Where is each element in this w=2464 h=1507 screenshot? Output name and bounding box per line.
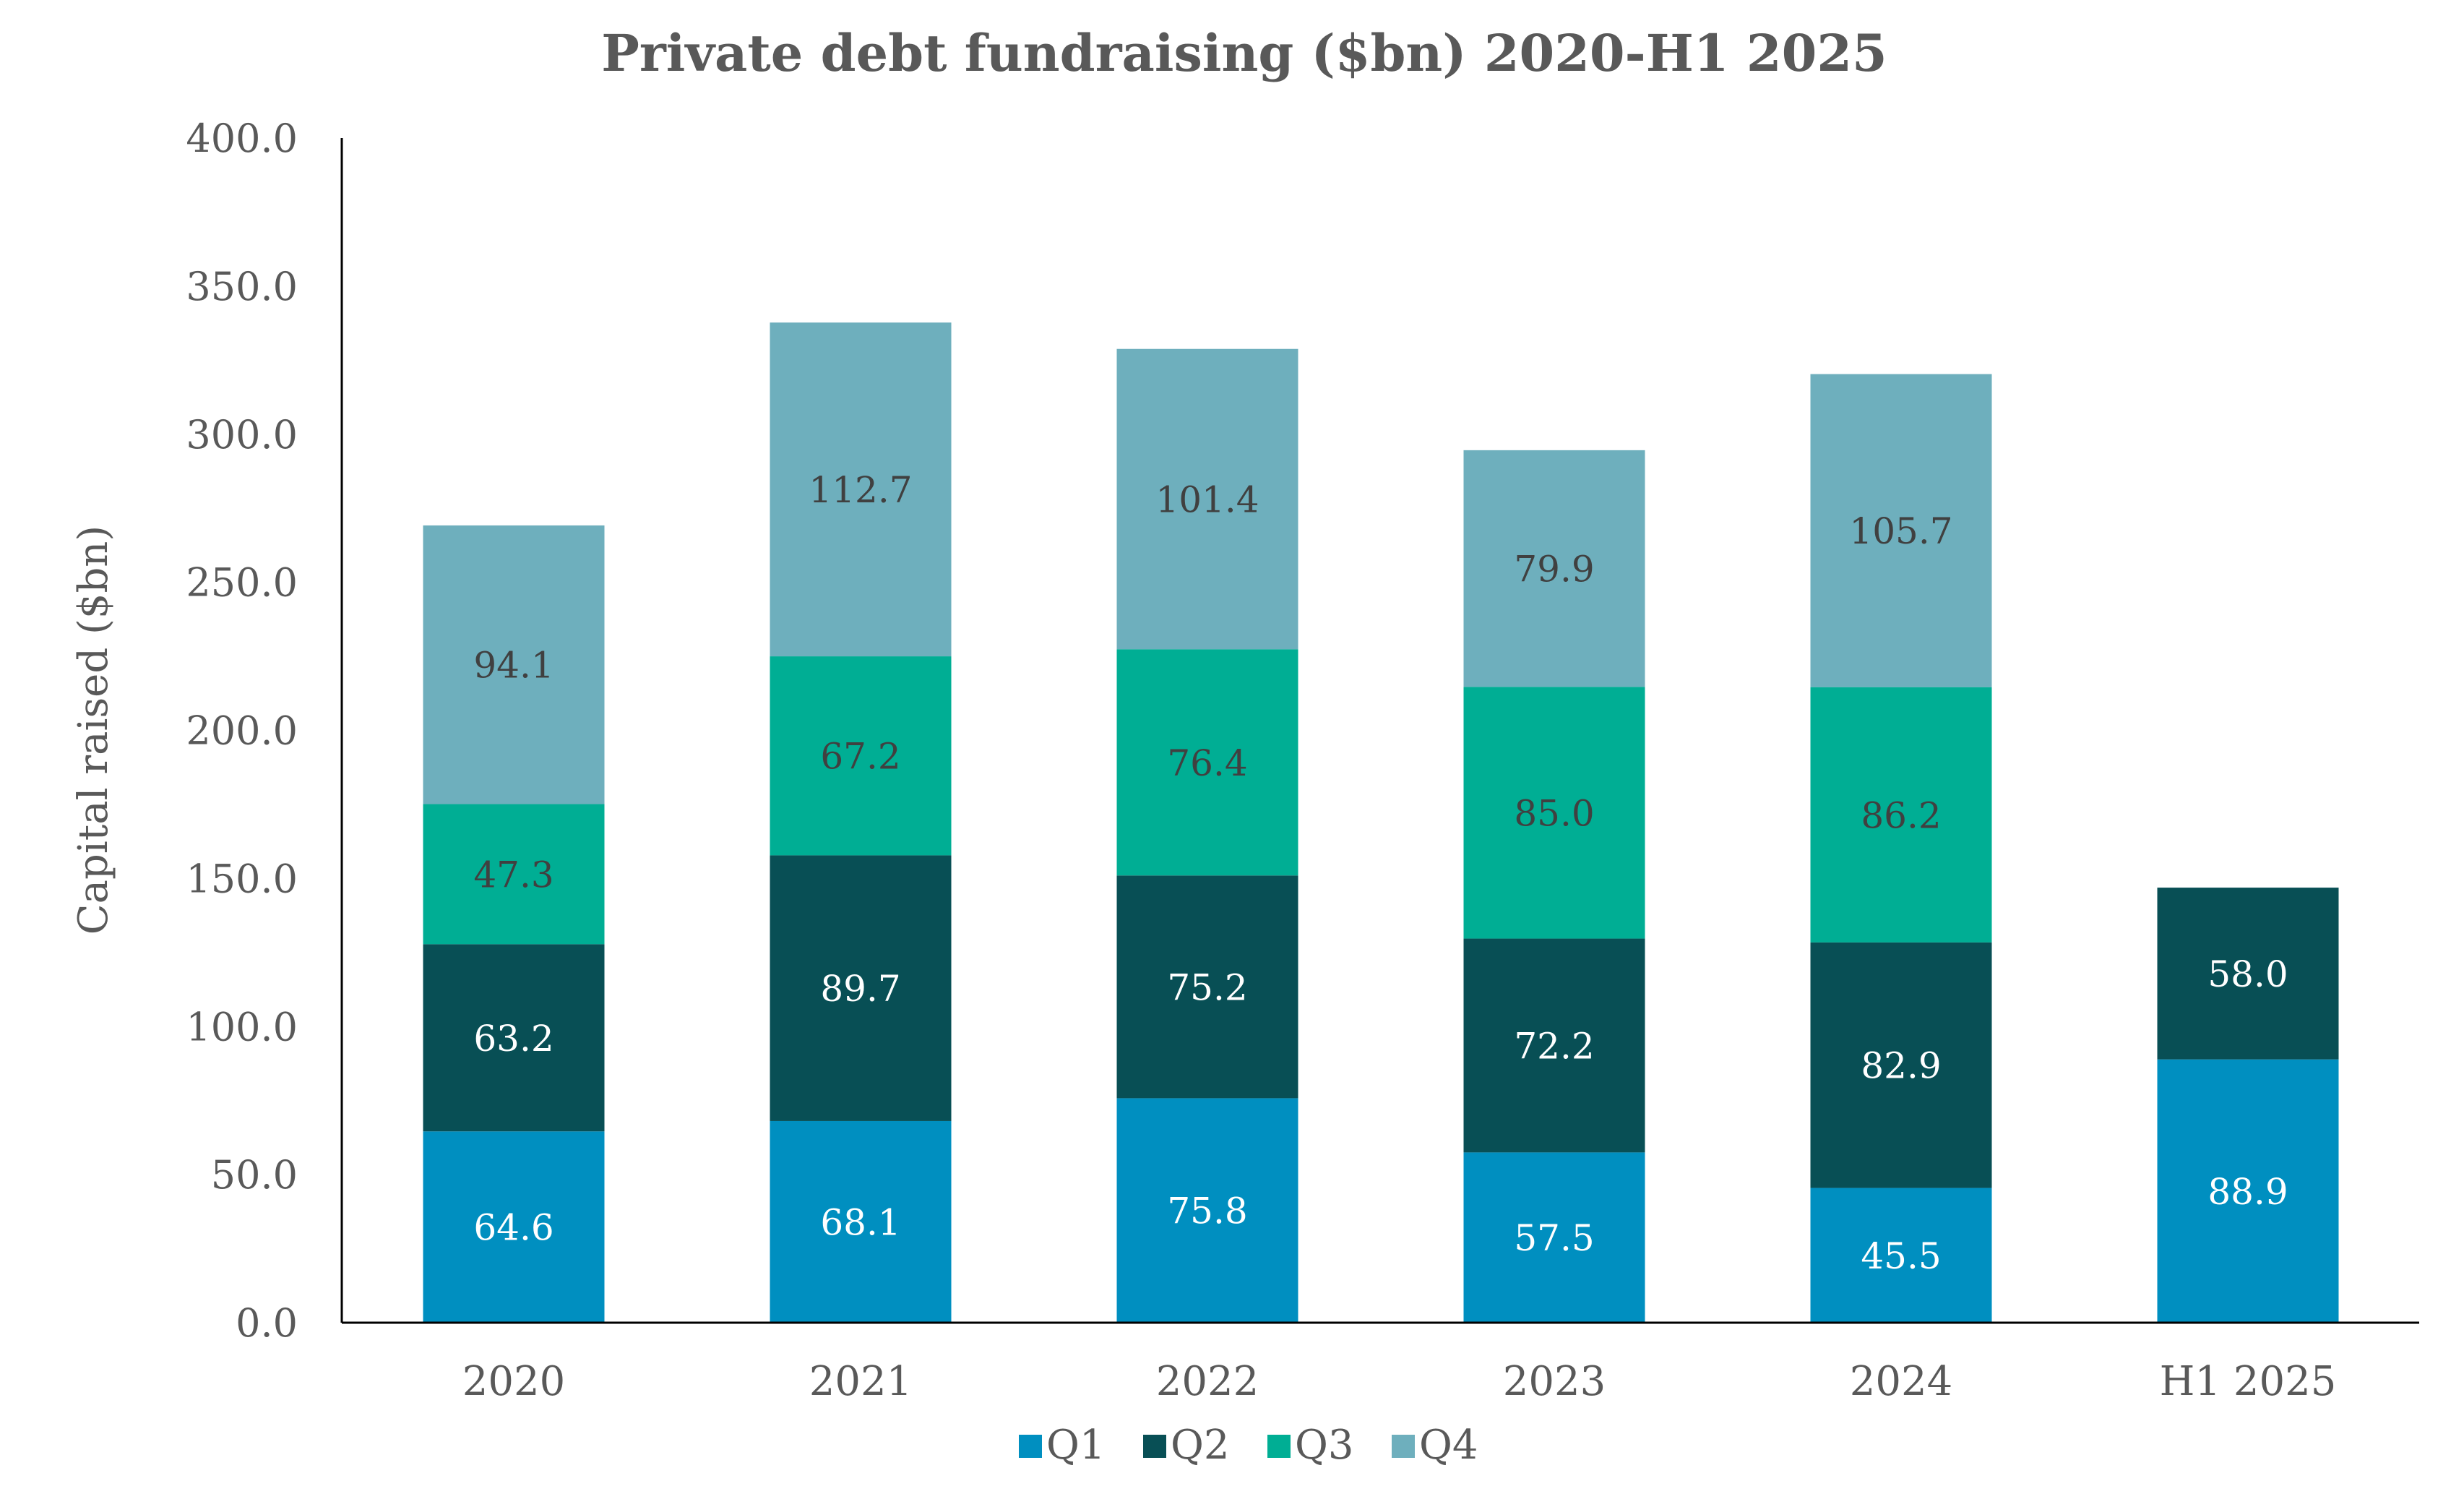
bar-q2 (1810, 942, 1992, 1188)
y-axis-label: Capital raised ($bn) (70, 525, 117, 935)
y-tick-label: 0.0 (236, 1300, 298, 1346)
data-label: 64.6 (473, 1207, 553, 1249)
y-tick-label: 200.0 (186, 708, 298, 754)
legend: Q1 Q2 Q3 Q4 (1019, 1422, 1478, 1469)
data-label: 79.9 (1514, 549, 1594, 591)
bar-q4 (770, 322, 952, 657)
legend-swatch-q2 (1143, 1435, 1166, 1458)
y-tick-label: 150.0 (186, 856, 298, 901)
y-tick-label: 100.0 (186, 1004, 298, 1049)
x-tick-label: 2023 (1503, 1358, 1606, 1405)
x-axis-ticks: 2020 2021 2022 2023 2024 H1 2025 (462, 1358, 2337, 1405)
bar-q3 (1810, 687, 1992, 943)
legend-label: Q3 (1295, 1422, 1354, 1469)
data-label: 105.7 (1849, 510, 1952, 552)
bar-q4 (1463, 450, 1645, 687)
legend-label: Q2 (1171, 1422, 1230, 1469)
x-tick-label: H1 2025 (2160, 1358, 2337, 1405)
legend-label: Q4 (1419, 1422, 1478, 1469)
bar-q2 (770, 855, 952, 1121)
legend-swatch-q1 (1019, 1435, 1042, 1458)
bar-q2 (1463, 938, 1645, 1153)
y-tick-label: 50.0 (211, 1152, 298, 1198)
data-label: 94.1 (473, 645, 553, 687)
bar-q1 (770, 1120, 952, 1323)
bar-q2 (1116, 875, 1298, 1099)
data-label: 57.5 (1514, 1217, 1594, 1259)
x-tick-label: 2021 (809, 1358, 913, 1405)
legend-swatch-q3 (1267, 1435, 1291, 1458)
data-label: 75.8 (1167, 1190, 1247, 1232)
bar-q3 (1463, 687, 1645, 939)
data-label: 68.1 (820, 1201, 900, 1243)
bar-q1 (1463, 1152, 1645, 1323)
data-label: 88.9 (2207, 1171, 2288, 1213)
data-label: 101.4 (1155, 478, 1259, 520)
data-label: 112.7 (809, 469, 912, 511)
data-label: 58.0 (2207, 953, 2288, 995)
y-tick-label: 350.0 (186, 264, 298, 309)
data-label: 63.2 (473, 1018, 553, 1060)
chart-title: Private debt fundraising ($bn) 2020-H1 2… (601, 23, 1887, 83)
data-label: 86.2 (1861, 794, 1941, 836)
y-axis-ticks: 0.0 50.0 100.0 150.0 200.0 250.0 300.0 350.0 400… (186, 116, 298, 1346)
data-label: 67.2 (820, 736, 900, 778)
bar-q3 (423, 804, 605, 945)
x-tick-label: 2022 (1156, 1358, 1259, 1405)
data-label: 85.0 (1514, 792, 1594, 834)
data-label: 89.7 (820, 968, 900, 1010)
bar-q2 (423, 944, 605, 1132)
data-label: 75.2 (1167, 966, 1247, 1008)
bar-q3 (770, 656, 952, 856)
y-tick-label: 300.0 (186, 412, 298, 458)
y-tick-label: 250.0 (186, 560, 298, 606)
x-tick-label: 2020 (462, 1358, 566, 1405)
bar-q1 (1116, 1098, 1298, 1323)
bar-q4 (423, 525, 605, 804)
data-label: 76.4 (1167, 742, 1247, 784)
bars: 64.6 63.2 47.3 94.1 68.1 89.7 67.2 112.7 75.8 75.… (423, 322, 2339, 1323)
bar-q4 (1810, 374, 1992, 687)
legend-label: Q1 (1046, 1422, 1106, 1469)
bar-q4 (1116, 348, 1298, 650)
bar-q2 (2157, 888, 2339, 1060)
y-tick-label: 400.0 (186, 116, 298, 161)
bar-q1 (2157, 1059, 2339, 1323)
data-label: 45.5 (1861, 1235, 1941, 1277)
data-label: 47.3 (473, 854, 553, 896)
x-tick-label: 2024 (1850, 1358, 1953, 1405)
data-label: 72.2 (1514, 1025, 1594, 1067)
data-label: 82.9 (1861, 1045, 1941, 1087)
bar-q3 (1116, 649, 1298, 876)
bar-q1 (423, 1131, 605, 1323)
legend-swatch-q4 (1392, 1435, 1415, 1458)
bar-q1 (1810, 1188, 1992, 1323)
